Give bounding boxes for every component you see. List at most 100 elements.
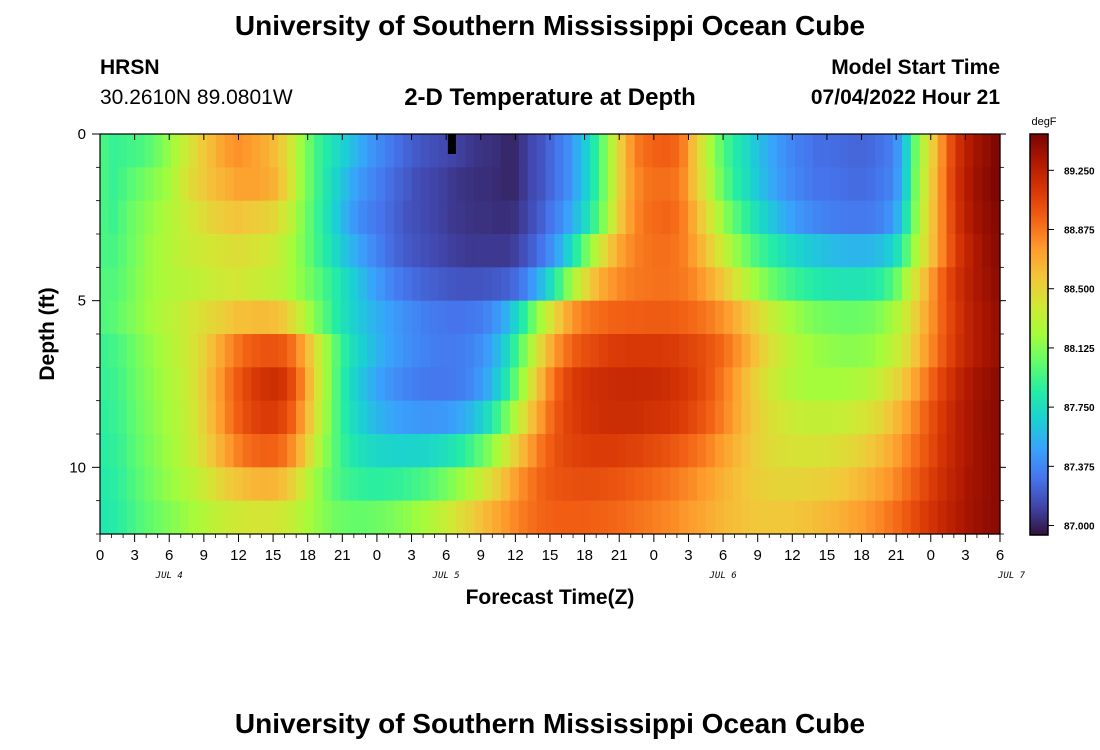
heatmap-cell [144, 200, 155, 235]
heatmap-cell [625, 467, 636, 502]
heatmap-cell [786, 234, 796, 268]
heatmap-cell [242, 500, 253, 535]
heatmap-cell [946, 234, 957, 268]
heatmap-cell [385, 467, 395, 502]
heatmap-cell [135, 500, 146, 535]
heatmap-cell [901, 467, 912, 502]
heatmap-cell [385, 334, 395, 368]
heatmap-cell [438, 267, 449, 302]
heatmap-cell [625, 367, 636, 402]
date-label: JUL 6 [709, 571, 737, 581]
heatmap-cell [937, 400, 948, 435]
heatmap-cell [714, 467, 725, 502]
colorbar-tick-label: 88.125 [1064, 344, 1095, 355]
heatmap-cell [714, 400, 725, 435]
heatmap-cell [946, 500, 957, 535]
heatmap-cell [910, 434, 921, 468]
heatmap-cell [296, 434, 306, 468]
heatmap-cell [509, 267, 520, 302]
heatmap-cell [340, 500, 351, 535]
heatmap-cell [117, 500, 128, 535]
heatmap-cell [670, 367, 680, 402]
heatmap-cell [607, 234, 618, 268]
heatmap-cell [180, 300, 190, 335]
heatmap-cell [162, 434, 172, 468]
heatmap-cell [251, 500, 261, 535]
heatmap-cell [251, 300, 261, 335]
heatmap-cell [474, 500, 484, 535]
heatmap-cell [438, 367, 449, 402]
heatmap-cell [563, 500, 573, 535]
heatmap-cell [750, 500, 761, 535]
heatmap-cell [643, 367, 654, 402]
heatmap-cell [474, 200, 484, 235]
heatmap-cell [937, 434, 948, 468]
heatmap-cell [581, 434, 591, 468]
heatmap-cell [741, 434, 752, 468]
heatmap-cell [928, 200, 939, 235]
x-tick-label: 0 [927, 547, 935, 564]
heatmap-cell [492, 500, 502, 535]
heatmap-cell [973, 234, 983, 268]
heatmap-cell [732, 234, 743, 268]
heatmap-cell [153, 200, 163, 235]
heatmap-cell [340, 467, 351, 502]
heatmap-cell [340, 134, 351, 168]
heatmap-cell [376, 400, 386, 435]
heatmap-cell [616, 500, 627, 535]
heatmap-cell [670, 167, 680, 202]
heatmap-cell [901, 167, 912, 202]
heatmap-cell [402, 400, 413, 435]
heatmap-cell [269, 234, 279, 268]
heatmap-cell [198, 467, 208, 502]
x-tick-label: 15 [819, 547, 836, 564]
heatmap-cell [697, 234, 707, 268]
heatmap-cell [117, 134, 128, 168]
heatmap-cell [153, 300, 163, 335]
heatmap-cell [786, 134, 796, 168]
heatmap-cell [304, 200, 315, 235]
heatmap-cell [402, 434, 413, 468]
heatmap-cell [100, 467, 110, 502]
heatmap-cell [893, 467, 903, 502]
heatmap-cell [358, 300, 368, 335]
heatmap-cell [180, 367, 190, 402]
heatmap-cell [554, 234, 564, 268]
heatmap-cell [545, 200, 556, 235]
heatmap-cell [465, 300, 475, 335]
heatmap-cell [242, 434, 253, 468]
heatmap-cell [536, 334, 547, 368]
heatmap-cell [919, 234, 930, 268]
heatmap-cell [634, 367, 645, 402]
heatmap-cell [171, 334, 181, 368]
heatmap-cell [126, 334, 137, 368]
heatmap-cell [893, 234, 903, 268]
heatmap-cell [518, 267, 529, 302]
heatmap-cell [714, 500, 725, 535]
heatmap-cell [563, 134, 573, 168]
heatmap-cell [964, 334, 974, 368]
model-start-value: 07/04/2022 Hour 21 [810, 86, 1000, 109]
y-tick-label: 0 [78, 126, 86, 143]
heatmap-cell [590, 367, 600, 402]
heatmap-cell [741, 300, 752, 335]
heatmap-cell [901, 300, 912, 335]
heatmap-cell [875, 234, 885, 268]
heatmap-cell [420, 434, 431, 468]
heatmap-cell [474, 467, 484, 502]
heatmap-cell [884, 234, 894, 268]
heatmap-cell [189, 334, 199, 368]
heatmap-cell [723, 500, 734, 535]
x-tick-label: 21 [334, 547, 351, 564]
heatmap-cell [260, 267, 270, 302]
heatmap-cell [251, 167, 261, 202]
heatmap-cell [153, 234, 163, 268]
heatmap-cell [198, 134, 208, 168]
heatmap-cell [946, 434, 957, 468]
heatmap-cell [839, 134, 850, 168]
heatmap-cell [732, 334, 743, 368]
heatmap-cell [367, 367, 377, 402]
heatmap-cell [714, 300, 725, 335]
heatmap-cell [688, 167, 698, 202]
x-tick-label: 9 [754, 547, 762, 564]
